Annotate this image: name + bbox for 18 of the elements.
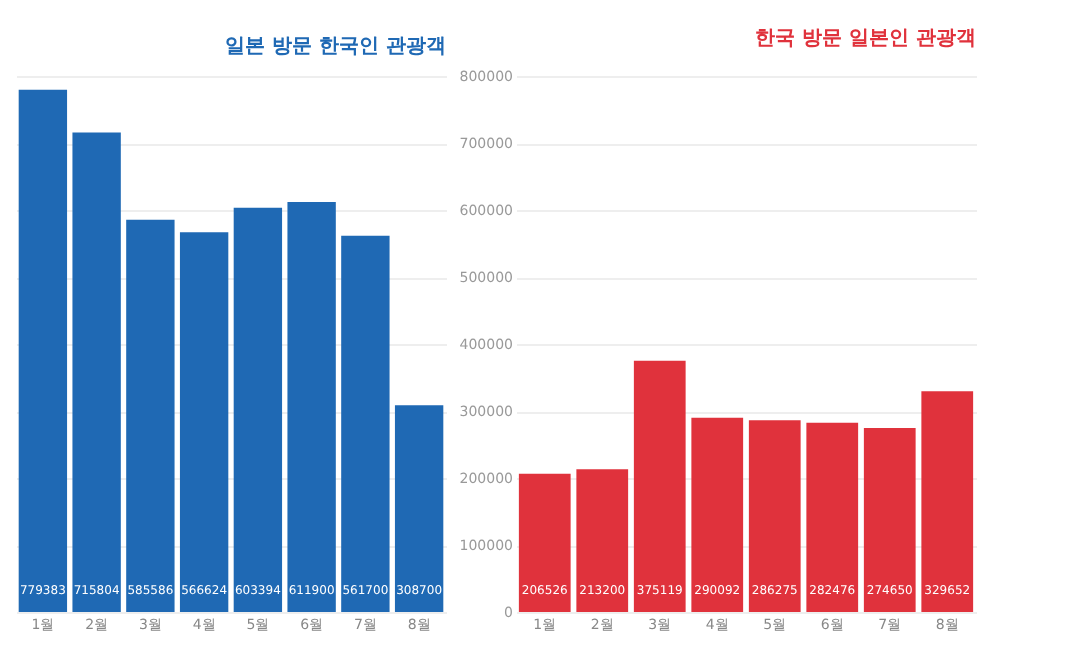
chart-title: 일본 방문 한국인 관광객 xyxy=(225,36,446,58)
bar xyxy=(576,469,629,612)
bar xyxy=(863,427,916,612)
bar xyxy=(18,89,68,612)
bar xyxy=(691,417,744,612)
bar xyxy=(126,219,175,612)
bar xyxy=(233,207,283,612)
bar xyxy=(633,360,686,612)
bar xyxy=(518,473,571,612)
bar xyxy=(341,235,390,612)
chart-title: 한국 방문 일본인 관광객 xyxy=(755,28,976,50)
bar xyxy=(806,422,859,612)
bar xyxy=(72,132,121,612)
bar xyxy=(287,202,336,612)
bar xyxy=(394,405,444,612)
bar xyxy=(748,420,801,612)
bar xyxy=(921,391,974,612)
bar xyxy=(179,232,229,612)
